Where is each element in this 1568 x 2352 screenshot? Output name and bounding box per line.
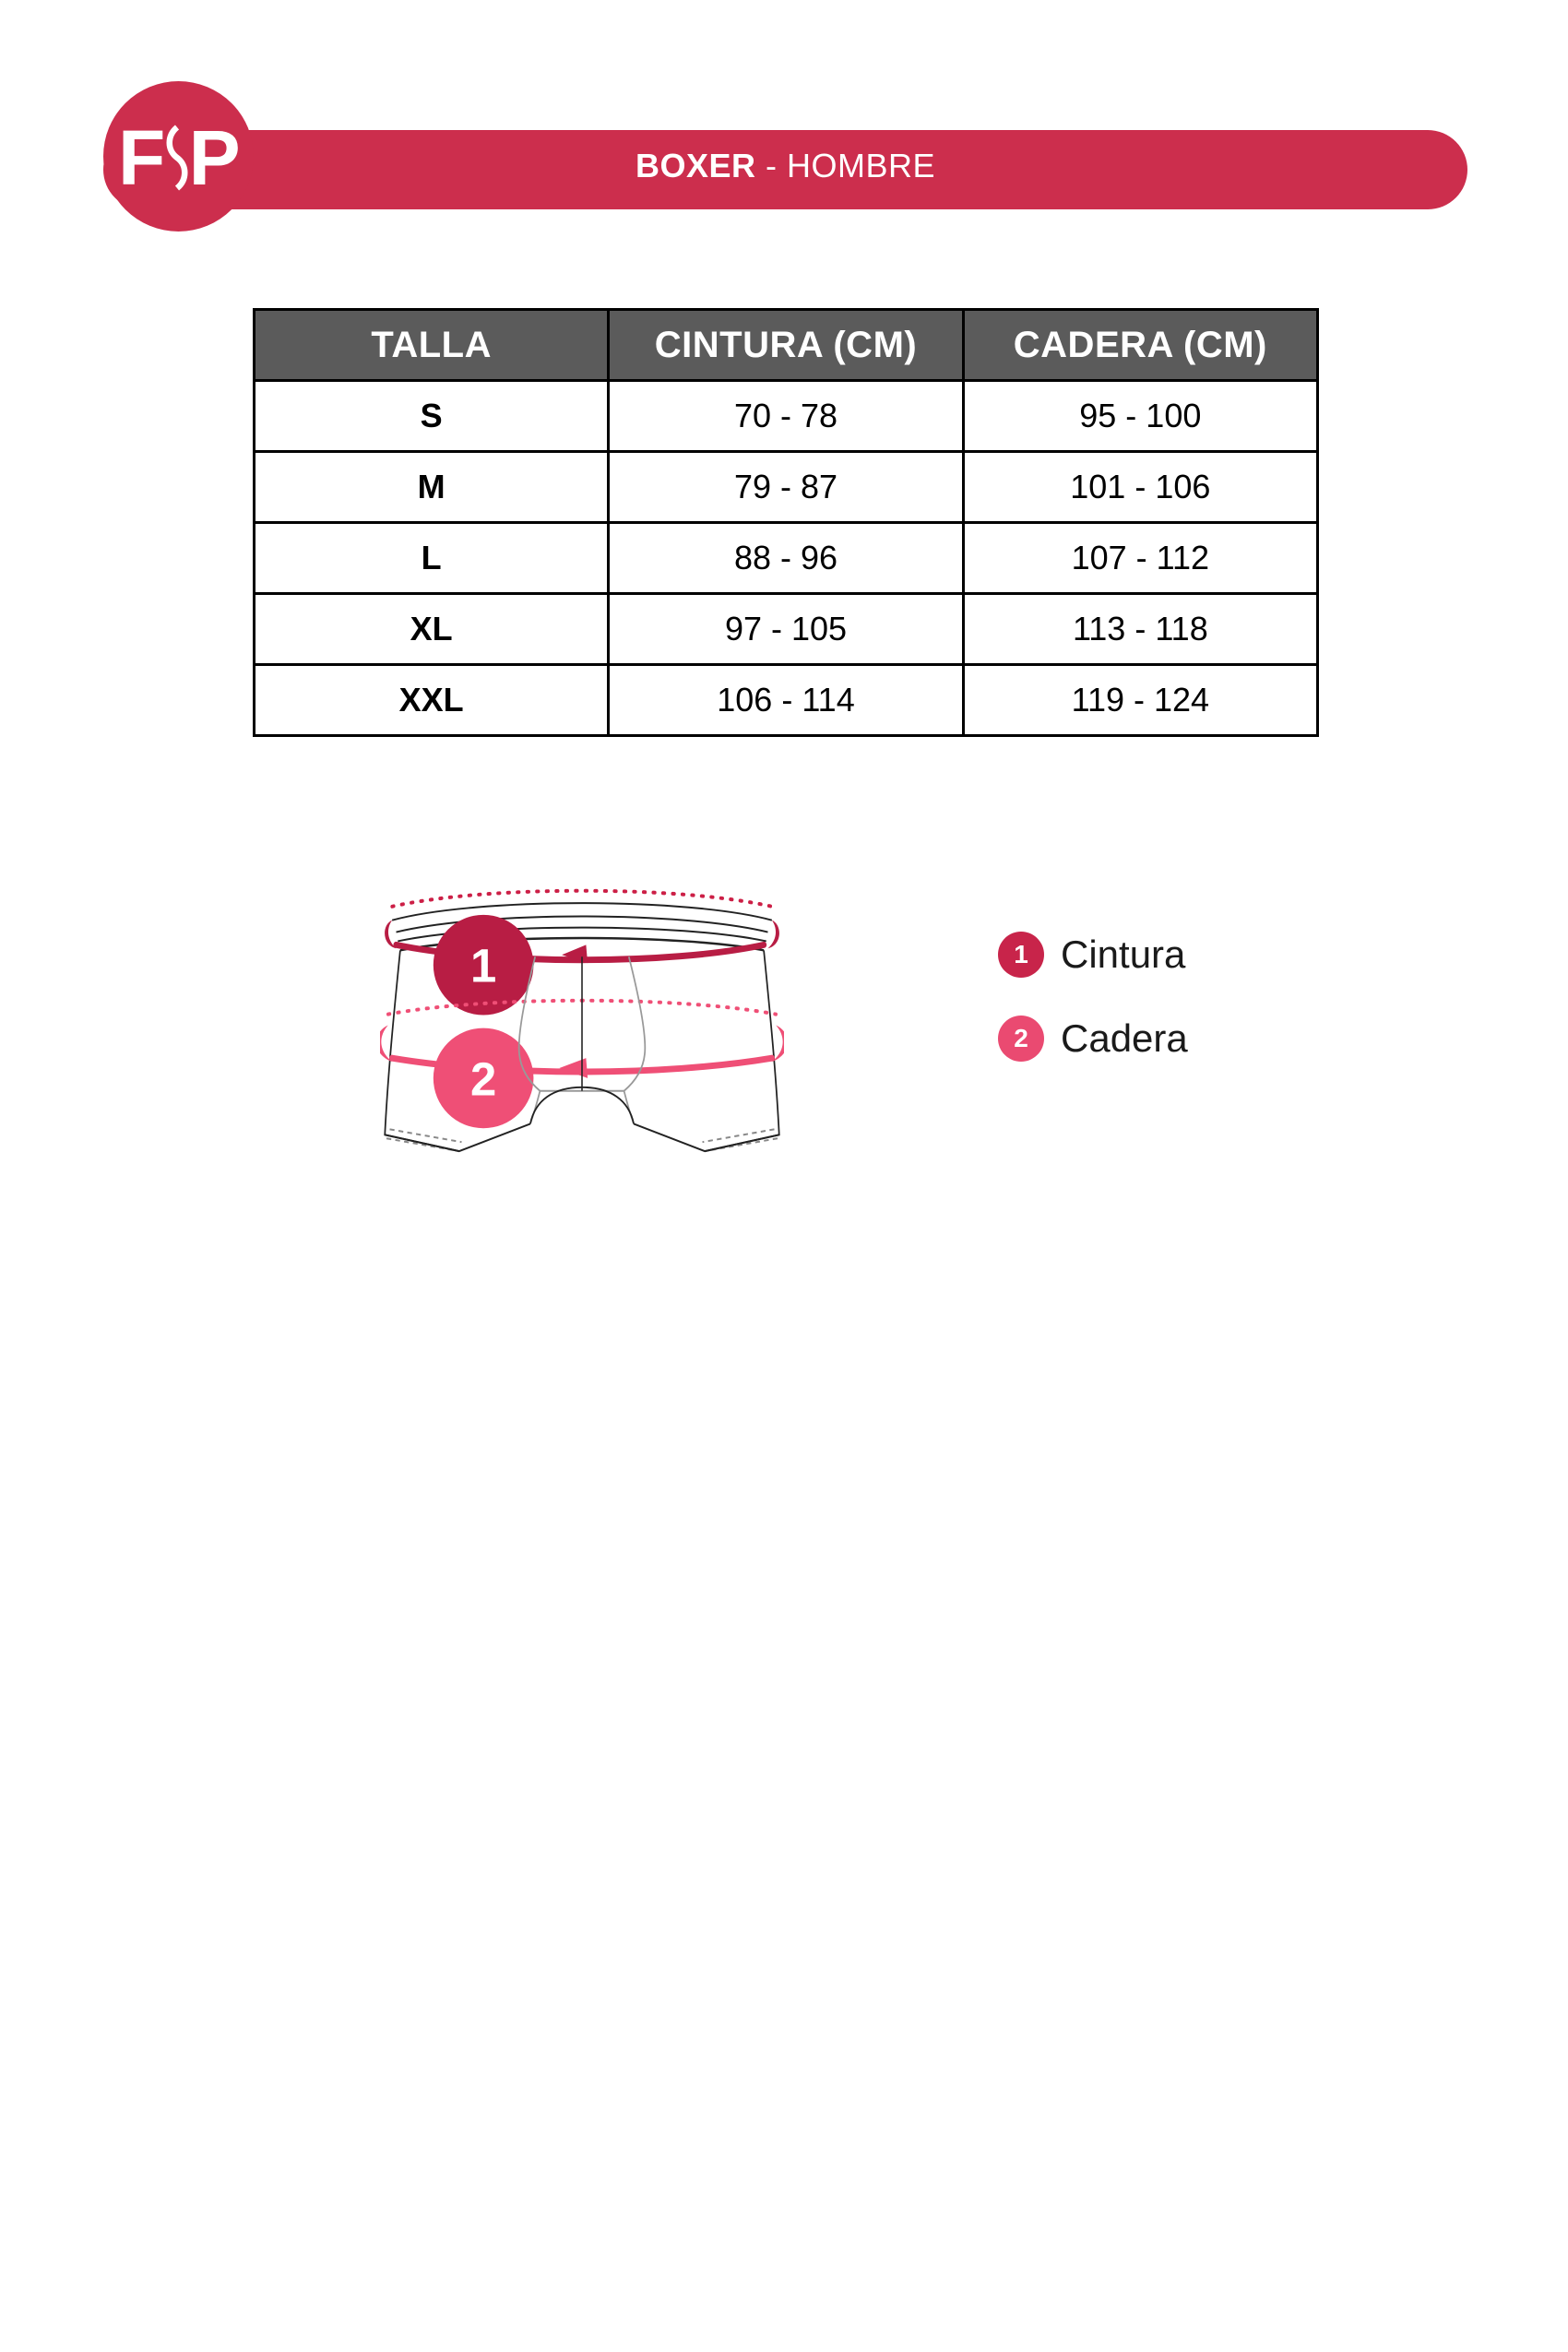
svg-text:2: 2	[470, 1052, 496, 1105]
svg-text:1: 1	[470, 940, 496, 992]
